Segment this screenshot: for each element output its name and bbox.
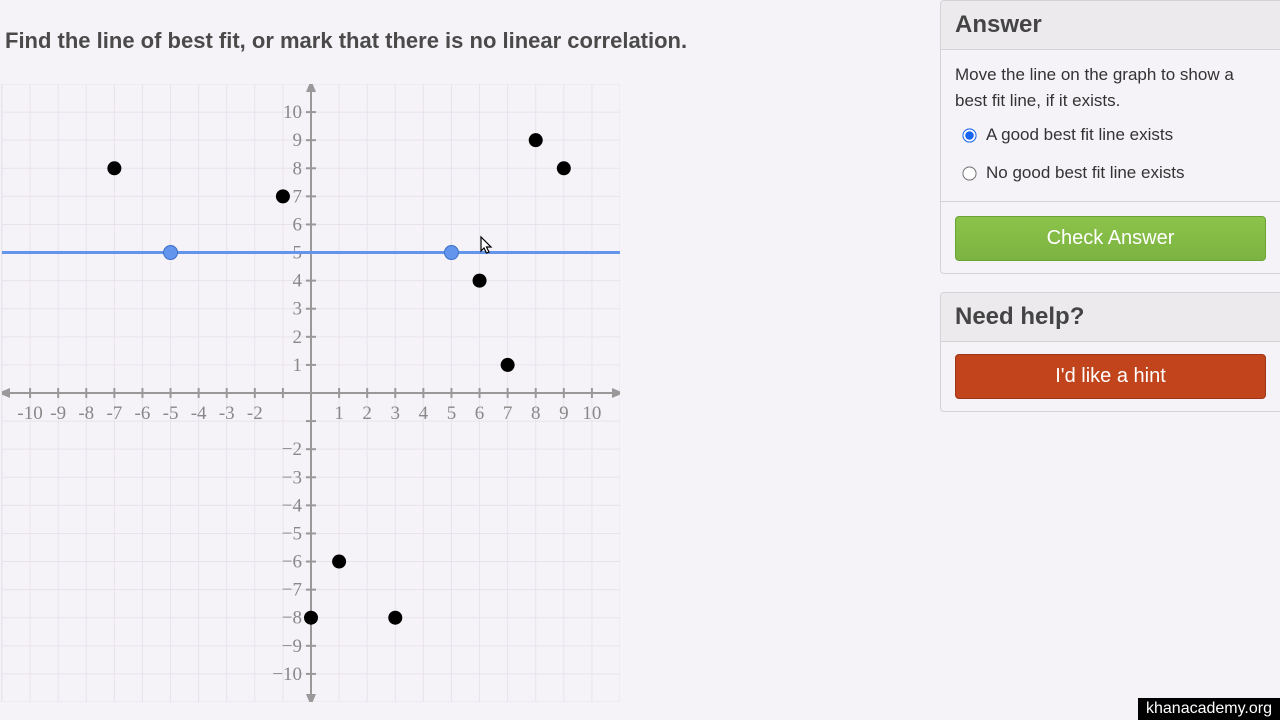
- svg-text:-7: -7: [106, 403, 122, 424]
- svg-text:7: 7: [293, 186, 303, 207]
- svg-text:8: 8: [293, 158, 303, 179]
- radio-option-2[interactable]: No good best fit line exists: [963, 163, 1266, 183]
- svg-text:1: 1: [293, 355, 303, 376]
- svg-text:7: 7: [503, 403, 513, 424]
- svg-text:−8: −8: [282, 608, 302, 629]
- svg-text:4: 4: [293, 271, 303, 292]
- svg-text:−9: −9: [282, 636, 302, 657]
- radio-label-2: No good best fit line exists: [986, 163, 1184, 183]
- svg-text:-5: -5: [163, 403, 179, 424]
- svg-text:-2: -2: [247, 403, 263, 424]
- svg-text:2: 2: [362, 403, 372, 424]
- svg-text:1: 1: [334, 403, 344, 424]
- svg-text:-4: -4: [191, 403, 207, 424]
- svg-text:6: 6: [475, 403, 485, 424]
- svg-text:−4: −4: [282, 495, 303, 516]
- radio-input-2[interactable]: [962, 166, 976, 180]
- svg-text:10: 10: [582, 403, 601, 424]
- help-body: I'd like a hint: [941, 342, 1280, 411]
- divider: [941, 201, 1280, 202]
- graph[interactable]: -10-9-8-7-6-5-4-3-2123456789101098765432…: [1, 84, 619, 702]
- svg-text:−2: −2: [282, 439, 302, 460]
- svg-text:-6: -6: [135, 403, 151, 424]
- radio-input-1[interactable]: [962, 128, 976, 142]
- svg-text:10: 10: [283, 102, 302, 123]
- svg-text:−3: −3: [282, 467, 302, 488]
- svg-text:−7: −7: [282, 580, 302, 601]
- brand-footer: khanacademy.org: [1138, 698, 1280, 720]
- radio-option-1[interactable]: A good best fit line exists: [963, 125, 1266, 145]
- svg-text:5: 5: [447, 403, 457, 424]
- answer-instruction: Move the line on the graph to show a bes…: [955, 62, 1266, 113]
- svg-text:−5: −5: [282, 523, 302, 544]
- sidebar: Answer Move the line on the graph to sho…: [940, 0, 1280, 720]
- main-area: Find the line of best fit, or mark that …: [0, 0, 940, 720]
- help-header: Need help?: [941, 293, 1280, 342]
- svg-text:-9: -9: [50, 403, 66, 424]
- answer-body: Move the line on the graph to show a bes…: [941, 50, 1280, 273]
- radio-label-1: A good best fit line exists: [986, 125, 1173, 145]
- answer-header: Answer: [941, 1, 1280, 50]
- svg-text:-3: -3: [219, 403, 235, 424]
- question-text: Find the line of best fit, or mark that …: [5, 28, 940, 54]
- svg-text:6: 6: [293, 214, 303, 235]
- hint-button[interactable]: I'd like a hint: [955, 354, 1266, 399]
- svg-text:−10: −10: [272, 664, 302, 685]
- svg-text:4: 4: [419, 403, 429, 424]
- answer-panel: Answer Move the line on the graph to sho…: [940, 0, 1280, 274]
- svg-text:-10: -10: [17, 403, 42, 424]
- help-panel: Need help? I'd like a hint: [940, 292, 1280, 412]
- svg-text:−6: −6: [282, 552, 302, 573]
- svg-text:3: 3: [391, 403, 401, 424]
- check-answer-button[interactable]: Check Answer: [955, 216, 1266, 261]
- svg-text:8: 8: [531, 403, 541, 424]
- svg-text:2: 2: [293, 327, 303, 348]
- svg-text:3: 3: [293, 299, 303, 320]
- svg-text:9: 9: [559, 403, 569, 424]
- svg-text:9: 9: [293, 130, 303, 151]
- svg-text:-8: -8: [78, 403, 94, 424]
